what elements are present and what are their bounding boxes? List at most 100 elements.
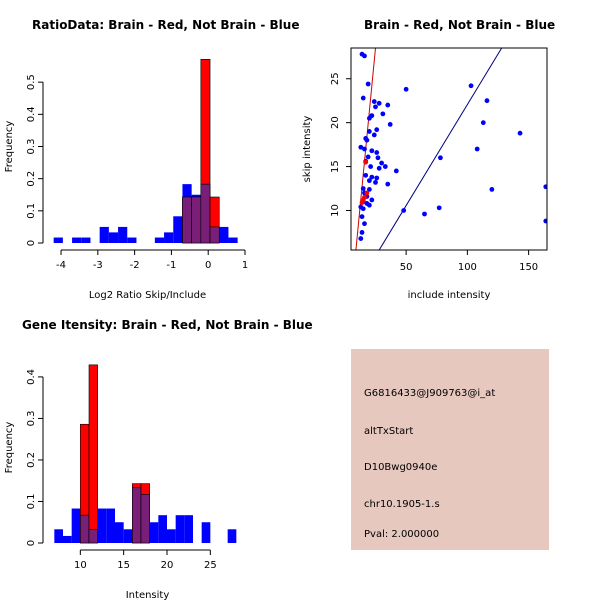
ratio-bar-blue xyxy=(127,237,137,243)
gene-x-tick-label: 10 xyxy=(74,560,87,571)
gene-bar-blue xyxy=(106,508,115,543)
gene-bar-blue xyxy=(97,508,107,543)
scatter-point-blue xyxy=(366,129,372,134)
scatter-point-blue xyxy=(438,155,443,161)
scatter-y-tick-label: 10 xyxy=(330,204,341,217)
scatter-point-blue xyxy=(362,53,367,59)
gene-bar-blue xyxy=(149,522,159,543)
scatter-point-blue xyxy=(366,178,372,184)
info-event-type: altTxStart xyxy=(364,426,413,437)
gene-bar-red xyxy=(88,364,98,544)
ratio-x-tick-label: -3 xyxy=(93,260,103,271)
gene-bar-blue xyxy=(115,522,124,543)
scatter-point-blue xyxy=(359,230,365,235)
scatter-point-blue xyxy=(369,174,375,180)
gene-bar-blue xyxy=(63,535,72,543)
scatter-point-blue xyxy=(489,187,495,192)
scatter-point-blue xyxy=(393,168,399,174)
ratio-bar-blue xyxy=(72,237,82,243)
scatter-point-blue xyxy=(376,100,382,106)
scatter-point-blue xyxy=(360,95,366,101)
ratio-bar-blue xyxy=(108,232,119,243)
ratio-x-label: Log2 Ratio Skip/Include xyxy=(89,290,206,301)
scatter-point-blue xyxy=(366,187,372,192)
scatter-point-blue xyxy=(366,115,372,121)
scatter-point-blue xyxy=(517,130,523,136)
gene-bar-overlap xyxy=(88,528,98,544)
gene-bar-blue xyxy=(167,529,176,543)
gene-bar-overlap xyxy=(140,494,150,544)
scatter-x-label: include intensity xyxy=(408,290,491,301)
scatter-point-blue xyxy=(369,197,375,203)
ratio-bar-overlap xyxy=(209,226,220,244)
ratio-y-tick-label: 0.1 xyxy=(26,203,37,219)
ratio-title: RatioData: Brain - Red, Not Brain - Blue xyxy=(32,18,299,32)
ratio-bar-blue xyxy=(53,237,63,243)
scatter-point-blue xyxy=(366,202,372,208)
scatter-point-blue xyxy=(376,165,382,171)
scatter-point-blue xyxy=(480,120,486,126)
intensity-scatter: Brain - Red, Not Brain - Blue 50 100 150 10 1… xyxy=(302,18,555,301)
ratio-bar-overlap xyxy=(182,196,192,244)
scatter-point-red xyxy=(359,200,365,205)
scatter-point-blue xyxy=(379,160,385,166)
ratio-bar-blue xyxy=(228,237,238,243)
scatter-y-tick-label: 15 xyxy=(330,160,341,173)
scatter-point-red xyxy=(364,190,370,196)
gene-title: Gene Itensity: Brain - Red, Not Brain - … xyxy=(22,318,313,332)
gene-y-tick-label: 0.3 xyxy=(26,410,37,426)
scatter-point-blue xyxy=(385,181,391,187)
scatter-point-blue xyxy=(543,184,547,190)
gene-bar-overlap xyxy=(132,487,142,544)
ratio-bar-blue xyxy=(81,237,91,243)
info-panel: G6816433@J909763@i_at altTxStart D10Bwg0… xyxy=(351,349,549,550)
ratio-y-tick-label: 0.2 xyxy=(26,171,37,187)
gene-bar-blue xyxy=(123,529,133,543)
scatter-point-blue xyxy=(385,102,391,108)
scatter-point-blue xyxy=(374,175,380,181)
ratio-y-tick-label: 0.3 xyxy=(26,139,37,155)
scatter-point-blue xyxy=(468,83,474,89)
scatter-point-blue xyxy=(360,206,366,212)
info-location: chr10.1905-1.s xyxy=(364,499,440,510)
scatter-fit-line-blue xyxy=(378,48,503,250)
ratio-y-tick-label: 0.5 xyxy=(26,74,37,90)
scatter-y-tick-label: 25 xyxy=(330,72,341,85)
gene-bar-blue xyxy=(158,515,167,543)
info-probe-id: G6816433@J909763@i_at xyxy=(364,388,495,399)
gene-x-tick-label: 15 xyxy=(117,560,130,571)
scatter-frame xyxy=(350,47,548,251)
ratio-x-tick-label: 0 xyxy=(205,260,211,271)
scatter-point-blue xyxy=(368,164,373,169)
gene-bar-blue xyxy=(54,529,63,543)
scatter-point-blue xyxy=(401,208,407,213)
scatter-y-tick-label: 20 xyxy=(330,116,341,129)
scatter-point-blue xyxy=(373,104,378,110)
scatter-title: Brain - Red, Not Brain - Blue xyxy=(364,18,555,32)
scatter-point-blue xyxy=(436,205,442,211)
scatter-point-blue xyxy=(360,186,366,191)
ratio-x-tick-label: -1 xyxy=(166,260,176,271)
gene-y-tick-label: 0.4 xyxy=(26,369,37,385)
gene-y-tick-label: 0.1 xyxy=(26,494,37,510)
scatter-point-blue xyxy=(382,164,388,169)
gene-y-tick-label: 0 xyxy=(26,540,37,546)
scatter-point-blue xyxy=(362,221,367,227)
scatter-point-blue xyxy=(358,236,364,241)
scatter-point-blue xyxy=(374,150,380,155)
scatter-point-blue xyxy=(365,81,371,87)
ratio-bar-blue xyxy=(118,226,128,243)
gene-x-tick-label: 20 xyxy=(161,560,174,571)
scatter-y-label: skip intensity xyxy=(302,116,313,183)
scatter-plot-area xyxy=(355,48,547,250)
ratio-y-tick-label: 0 xyxy=(26,240,37,246)
scatter-x-tick-label: 50 xyxy=(400,262,413,273)
scatter-point-red xyxy=(362,194,367,200)
ratio-y-tick-label: 0.4 xyxy=(26,106,37,122)
scatter-point-blue xyxy=(543,218,547,224)
scatter-point-blue xyxy=(387,122,393,127)
ratio-histogram: RatioData: Brain - Red, Not Brain - Blue… xyxy=(4,18,299,301)
info-gene-name: D10Bwg0940e xyxy=(364,462,437,473)
scatter-point-blue xyxy=(371,132,377,138)
scatter-point-blue xyxy=(403,86,409,92)
